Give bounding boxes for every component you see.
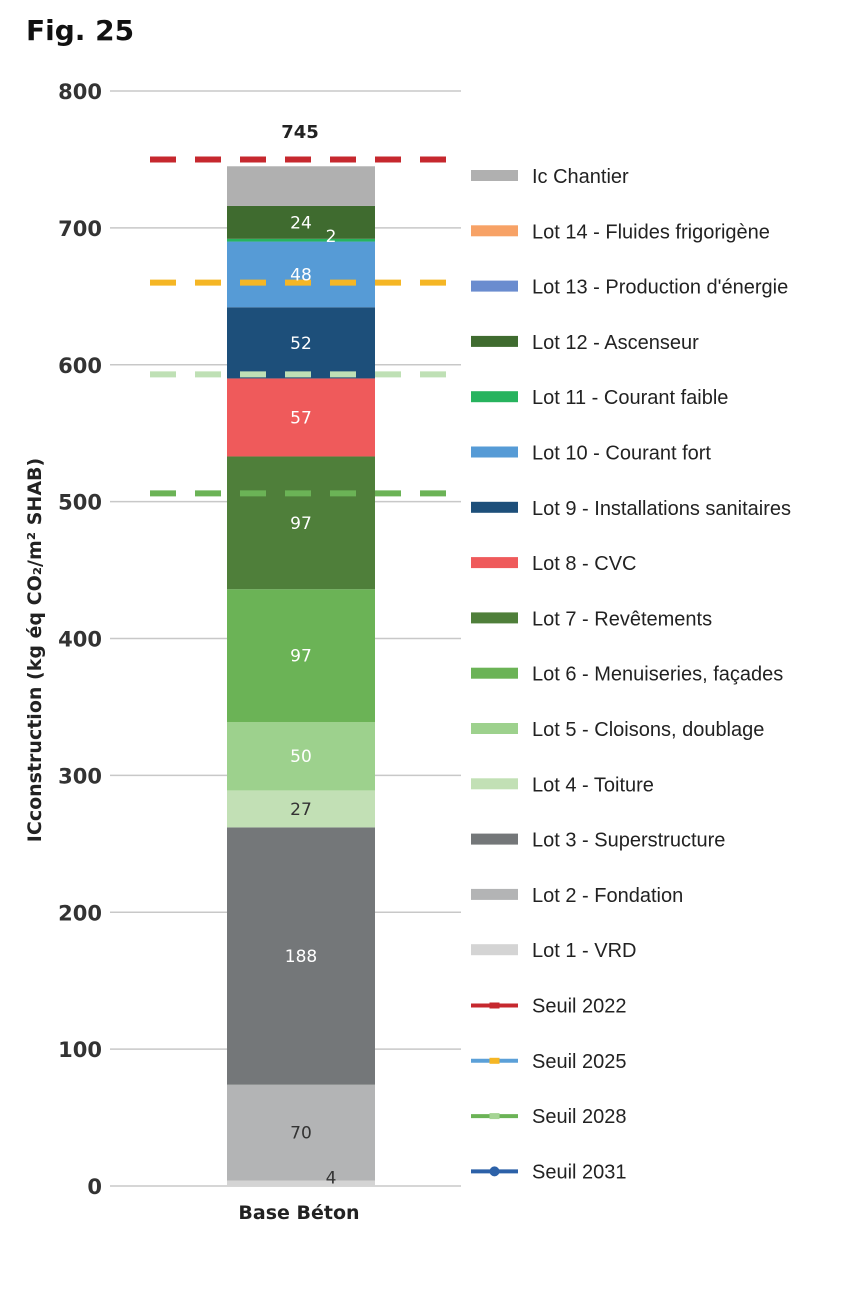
bar-segment xyxy=(227,589,375,722)
figure-title: Fig. 25 xyxy=(26,14,135,47)
legend-swatch xyxy=(471,667,518,679)
legend-label: Lot 11 - Courant faible xyxy=(532,387,728,409)
segment-value-label: 4 xyxy=(326,1169,337,1189)
legend-swatch xyxy=(471,391,518,403)
bar-segment xyxy=(227,721,375,791)
segment-value-label: 24 xyxy=(290,213,312,233)
segment-value-label: 188 xyxy=(285,947,317,967)
legend-swatch xyxy=(471,170,518,181)
legend-label: Seuil 2025 xyxy=(532,1051,627,1073)
bar-segment xyxy=(227,790,375,828)
legend-label: Lot 8 - CVC xyxy=(532,553,636,575)
legend-label: Lot 9 - Installations sanitaires xyxy=(532,498,791,520)
legend-label: Seuil 2031 xyxy=(532,1161,627,1183)
legend-label: Seuil 2028 xyxy=(532,1106,627,1128)
segment-value-label: 52 xyxy=(290,334,312,354)
legend-label: Lot 7 - Revêtements xyxy=(532,608,712,630)
bar-segment xyxy=(227,456,375,590)
legend-label: Lot 12 - Ascenseur xyxy=(532,332,699,354)
legend-swatch xyxy=(471,225,518,237)
bar-segment xyxy=(227,827,375,1085)
y-tick-label: 300 xyxy=(58,764,102,788)
y-tick-label: 100 xyxy=(58,1038,102,1062)
bar-segment xyxy=(227,378,375,457)
legend-swatch xyxy=(471,833,518,845)
legend-marker xyxy=(489,1113,500,1120)
x-category-label: Base Béton xyxy=(238,1202,359,1224)
legend: Ic Chantier Lot 14 - Fluides frigorigène L… xyxy=(471,166,791,1183)
legend-swatch xyxy=(471,280,518,292)
y-axis-label: ICconstruction (kg éq CO₂/m² SHAB) xyxy=(24,458,46,842)
legend-label: Seuil 2022 xyxy=(532,996,627,1018)
total-label: 745 xyxy=(281,122,319,143)
legend-swatch xyxy=(471,612,518,624)
threshold-lines xyxy=(150,156,452,497)
segment-labels: 4 70 188 27 50 97 97 57 52 48 2 24 xyxy=(285,213,337,1188)
legend-label: Lot 6 - Menuiseries, façades xyxy=(532,664,783,686)
legend-swatch xyxy=(471,944,518,956)
bar-segments xyxy=(227,166,375,1186)
legend-swatch xyxy=(471,888,518,900)
y-axis-ticks: 0 100 200 300 400 500 600 700 800 xyxy=(58,80,102,1199)
legend-label: Ic Chantier xyxy=(532,166,629,188)
legend-label: Lot 4 - Toiture xyxy=(532,774,654,796)
segment-value-label: 50 xyxy=(290,747,312,767)
bar-segment xyxy=(227,205,375,239)
bar-segment xyxy=(227,307,375,379)
legend-marker xyxy=(489,1166,500,1177)
legend-label: Lot 13 - Production d'énergie xyxy=(532,277,788,299)
legend-label: Lot 1 - VRD xyxy=(532,940,636,962)
legend-swatch xyxy=(471,778,518,790)
legend-swatch xyxy=(471,501,518,513)
legend-swatch xyxy=(471,446,518,458)
bar-segment xyxy=(227,241,375,308)
legend-label: Lot 2 - Fondation xyxy=(532,885,683,907)
legend-label: Lot 14 - Fluides frigorigène xyxy=(532,221,770,243)
bar-segment xyxy=(227,166,375,206)
bar-segment xyxy=(227,238,375,242)
legend-marker xyxy=(489,1057,500,1064)
segment-value-label: 48 xyxy=(290,265,312,285)
segment-value-label: 70 xyxy=(290,1124,312,1144)
y-tick-label: 800 xyxy=(58,80,102,104)
y-tick-label: 200 xyxy=(58,901,102,925)
y-tick-label: 400 xyxy=(58,628,102,652)
legend-label: Lot 10 - Courant fort xyxy=(532,443,711,465)
segment-value-label: 97 xyxy=(290,647,312,667)
y-tick-label: 500 xyxy=(58,491,102,515)
segment-value-label: 27 xyxy=(290,800,312,820)
y-tick-label: 700 xyxy=(58,217,102,241)
y-tick-label: 600 xyxy=(58,354,102,378)
segment-value-label: 2 xyxy=(326,227,337,247)
legend-swatch xyxy=(471,557,518,569)
bar-segment xyxy=(227,1180,375,1186)
segment-value-label: 97 xyxy=(290,514,312,534)
y-tick-label: 0 xyxy=(87,1175,102,1199)
legend-label: Lot 5 - Cloisons, doublage xyxy=(532,719,764,741)
legend-marker xyxy=(489,1002,500,1009)
legend-label: Lot 3 - Superstructure xyxy=(532,830,725,852)
bar-segment xyxy=(227,1084,375,1181)
legend-swatch xyxy=(471,335,518,347)
legend-swatch xyxy=(471,723,518,734)
segment-value-label: 57 xyxy=(290,408,312,428)
